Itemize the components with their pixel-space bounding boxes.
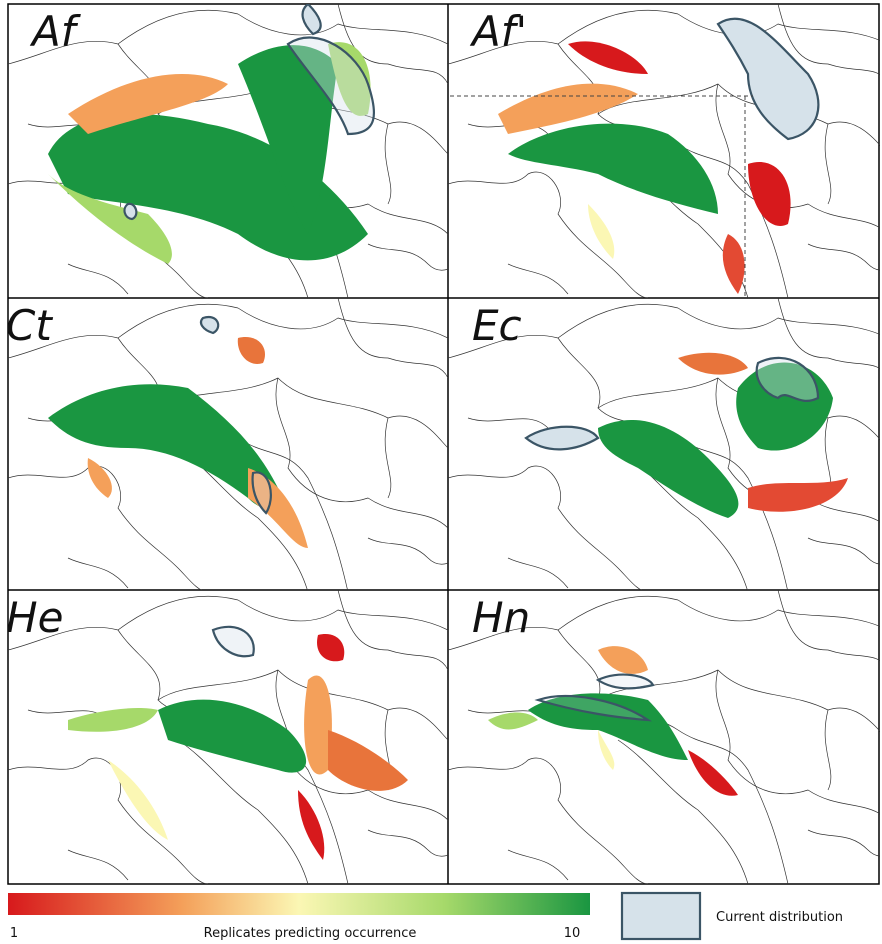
- map-panel: Ec: [448, 298, 882, 592]
- panel-label: Ct: [6, 301, 53, 350]
- figure: Af Af' Ct Ec He Hn 1 Replicates predicti…: [0, 0, 882, 944]
- map-panel: Af: [8, 4, 448, 298]
- map-panel: He: [6, 590, 448, 884]
- colorbar-min: 1: [10, 926, 18, 941]
- map-panel: Hn: [448, 590, 882, 884]
- legend-label: Current distribution: [716, 910, 843, 925]
- panel-label: Hn: [472, 593, 530, 642]
- colorbar-label: Replicates predicting occurrence: [204, 926, 417, 941]
- colorbar: [8, 893, 590, 915]
- panel-label: Af: [29, 7, 82, 56]
- map-panel: Af': [448, 4, 882, 298]
- panel-label: He: [6, 593, 63, 642]
- colorbar-max: 10: [564, 926, 581, 941]
- map-panel: Ct: [6, 298, 448, 592]
- panel-label: Ec: [472, 301, 522, 350]
- panel-label: Af': [469, 7, 527, 56]
- legend-swatch: [622, 893, 700, 939]
